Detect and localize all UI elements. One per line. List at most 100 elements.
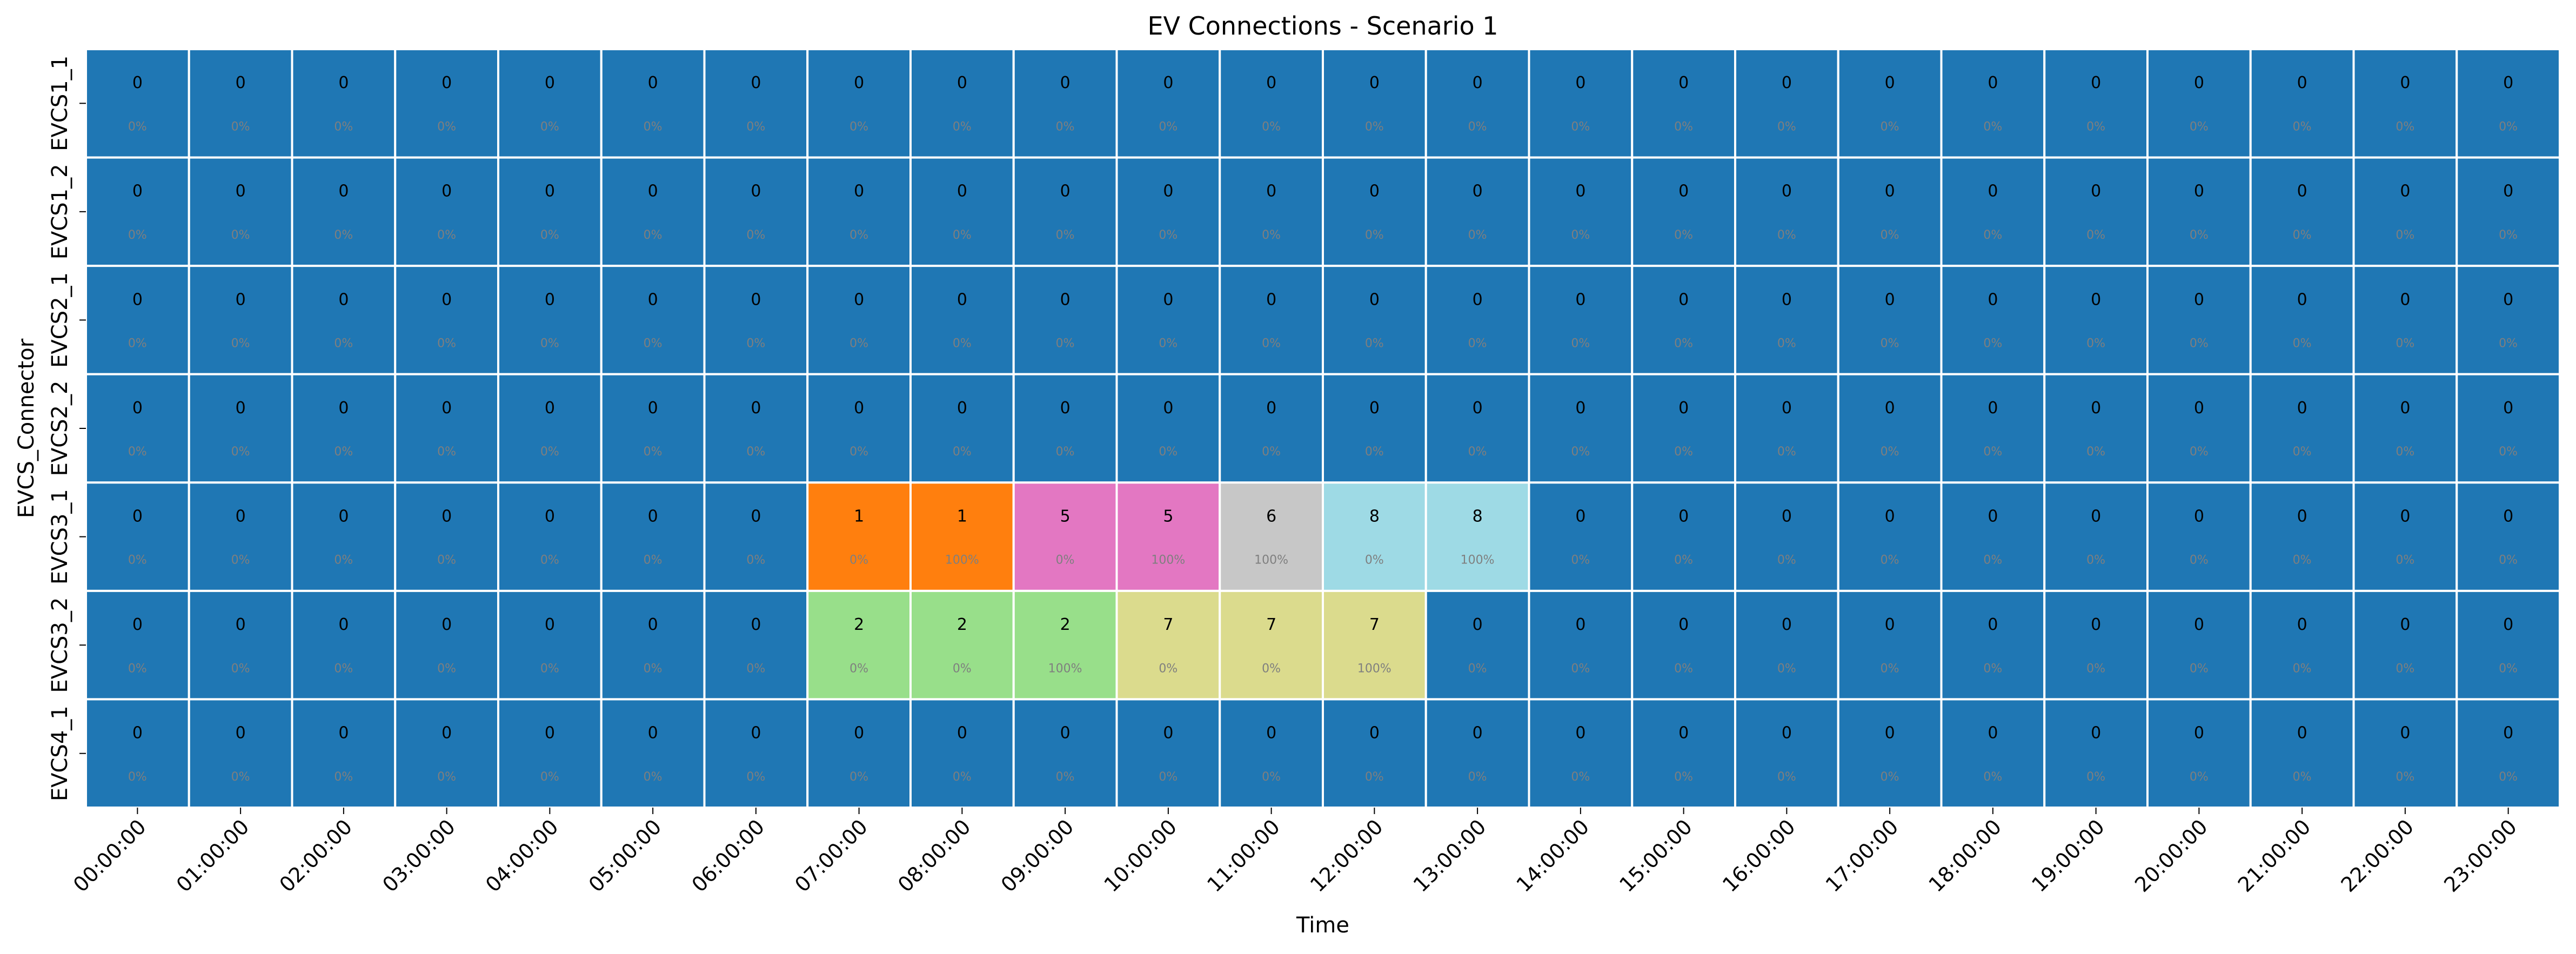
cell-percent-label: 0% [1056,554,1075,567]
heatmap-cell [188,156,293,267]
cell-percent-label: 0% [334,554,353,567]
heatmap-cell [85,265,190,375]
cell-percent-label: 0% [540,337,559,351]
cell-value-label: 0 [2297,507,2307,526]
cell-percent-label: 0% [1056,337,1075,351]
heatmap-cell [291,481,397,592]
cell-percent-label: 0% [1571,337,1590,351]
cell-percent-label: 0% [2396,337,2414,351]
heatmap-cell [188,589,293,701]
heatmap-cell [1322,48,1427,159]
cell-percent-label: 0% [1468,662,1487,675]
cell-percent-label: 0% [2190,662,2209,675]
cell-value-label: 6 [1266,507,1276,526]
cell-percent-label: 0% [953,337,972,351]
heatmap-cell [2043,589,2149,701]
cell-value-label: 0 [1369,724,1380,743]
heatmap-cell [1631,481,1736,592]
cell-value-label: 0 [957,290,967,309]
cell-value-label: 0 [648,724,658,743]
heatmap-cell [497,698,603,809]
heatmap-cell [1115,373,1221,484]
x-tick-label: 14:00:00 [1511,815,1594,897]
heatmap-cell [1528,265,1634,375]
cell-percent-label: 0% [2086,337,2105,351]
cell-value-label: 0 [854,73,864,92]
cell-value-label: 0 [1266,73,1276,92]
cell-value-label: 0 [236,615,246,634]
cell-value-label: 0 [1473,290,1483,309]
cell-value-label: 0 [1782,507,1792,526]
heatmap-cell [1528,156,1634,267]
cell-value-label: 0 [648,182,658,201]
cell-percent-label: 100% [1254,554,1288,567]
heatmap-cell [1115,481,1221,592]
heatmap-cell [85,156,190,267]
cell-percent-label: 0% [2293,770,2312,784]
cell-percent-label: 0% [1881,229,1899,242]
heatmap-cell [1734,589,1839,701]
heatmap-cell [600,481,706,592]
x-tick-label: 11:00:00 [1202,815,1284,897]
cell-value-label: 0 [1575,507,1585,526]
heatmap-cell [1734,156,1839,267]
y-tick-label: EVCS1_2 [48,164,72,259]
cell-value-label: 0 [441,507,452,526]
cell-value-label: 0 [1266,724,1276,743]
heatmap-cell [1837,265,1943,375]
cell-percent-label: 0% [746,337,765,351]
cell-percent-label: 0% [1983,554,2002,567]
cell-value-label: 0 [1575,290,1585,309]
heatmap-cell [1322,265,1427,375]
cell-value-label: 0 [236,73,246,92]
cell-value-label: 0 [2297,615,2307,634]
cell-percent-label: 0% [2396,445,2414,459]
cell-value-label: 0 [1885,724,1895,743]
heatmap-cell [2352,373,2458,484]
cell-percent-label: 0% [2499,770,2518,784]
cell-value-label: 0 [1163,73,1173,92]
cell-percent-label: 0% [2086,445,2105,459]
cell-percent-label: 0% [2190,120,2209,133]
heatmap-cell [1012,48,1118,159]
heatmap-cell [2455,589,2561,701]
cell-percent-label: 0% [540,229,559,242]
cell-percent-label: 0% [2293,337,2312,351]
heatmap-cell [1837,481,1943,592]
cell-percent-label: 0% [2499,120,2518,133]
heatmap-cell [394,589,499,701]
cell-percent-label: 0% [849,229,868,242]
heatmap-cell [2249,481,2355,592]
cell-percent-label: 0% [437,229,456,242]
cell-value-label: 0 [2400,724,2410,743]
cell-percent-label: 0% [1056,445,1075,459]
cell-value-label: 2 [1060,615,1070,634]
cell-value-label: 0 [957,724,967,743]
cell-percent-label: 0% [1777,662,1796,675]
heatmap-cell [600,265,706,375]
cell-percent-label: 0% [128,770,147,784]
cell-percent-label: 0% [644,662,663,675]
cell-value-label: 0 [338,73,349,92]
cell-percent-label: 0% [1983,770,2002,784]
heatmap-cell [1012,698,1118,809]
cell-percent-label: 0% [644,229,663,242]
cell-percent-label: 100% [1151,554,1185,567]
x-tick-label: 02:00:00 [275,815,357,897]
cell-value-label: 0 [1163,399,1173,418]
heatmap-cell [1115,265,1221,375]
heatmap-cell [1631,265,1736,375]
cell-value-label: 0 [1885,507,1895,526]
cell-value-label: 0 [338,399,349,418]
cell-value-label: 0 [1369,73,1380,92]
cell-value-label: 8 [1369,507,1380,526]
cell-value-label: 0 [441,182,452,201]
y-tick-label: EVCS2_1 [48,272,72,368]
cell-percent-label: 0% [128,662,147,675]
cell-percent-label: 0% [2396,662,2414,675]
heatmap-cell [188,265,293,375]
x-tick-label: 01:00:00 [172,815,254,897]
y-tick-label: EVCS3_2 [48,597,72,693]
cell-percent-label: 0% [2190,337,2209,351]
